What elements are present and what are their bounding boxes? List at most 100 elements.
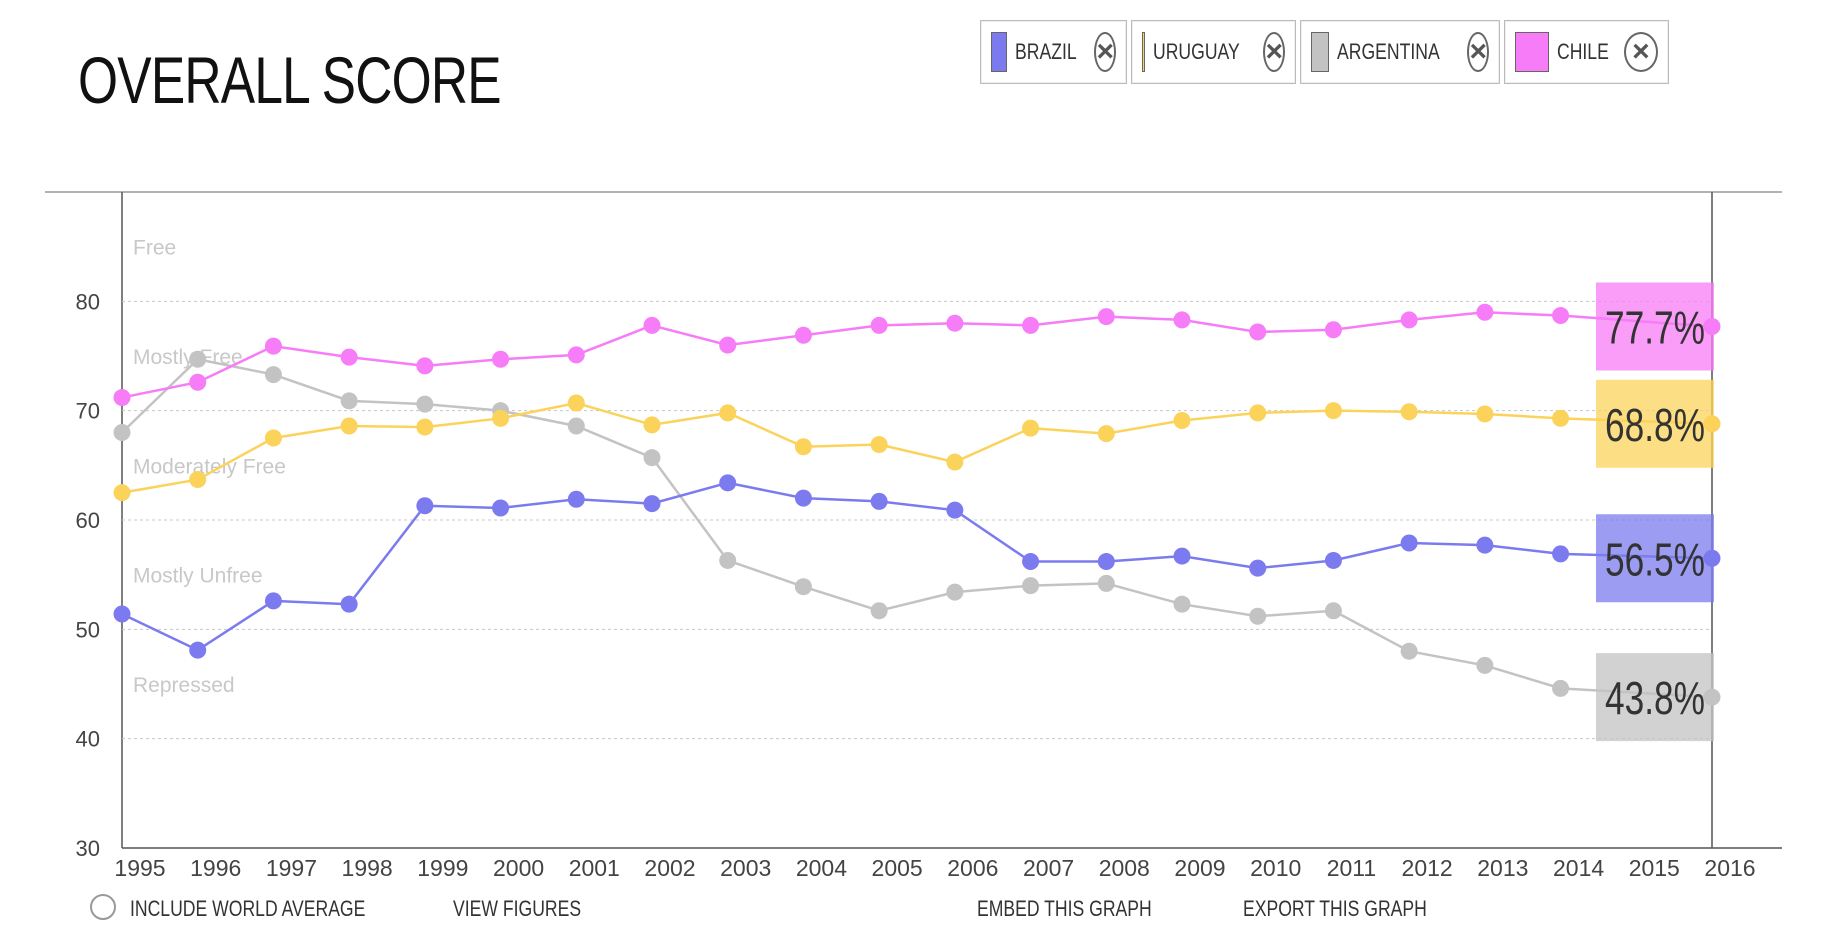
y-tick-label: 60 xyxy=(76,508,100,533)
data-point-chile xyxy=(264,337,282,355)
value-label-argentina: 43.8% xyxy=(1605,672,1705,724)
data-point-uruguay xyxy=(946,453,964,471)
data-point-brazil xyxy=(416,497,434,515)
data-point-argentina xyxy=(189,350,207,368)
data-point-argentina xyxy=(1324,602,1342,620)
data-point-argentina xyxy=(1097,574,1115,592)
x-tick-label: 2007 xyxy=(1023,855,1074,881)
data-point-uruguay xyxy=(340,417,358,435)
legend-item-argentina: ARGENTINA × xyxy=(1300,20,1500,84)
data-point-argentina xyxy=(946,583,964,601)
close-circle-icon[interactable]: × xyxy=(1467,32,1489,72)
data-point-chile xyxy=(1476,303,1494,321)
data-point-brazil xyxy=(870,492,888,510)
data-point-brazil xyxy=(946,501,964,519)
data-point-chile xyxy=(1022,316,1040,334)
embed-graph-link[interactable]: EMBED THIS GRAPH xyxy=(977,896,1152,921)
data-point-chile xyxy=(492,350,510,368)
close-circle-icon[interactable]: × xyxy=(1094,32,1116,72)
data-point-uruguay xyxy=(1552,409,1570,427)
data-point-brazil xyxy=(1476,536,1494,554)
x-tick-label: 1995 xyxy=(114,855,165,881)
include-world-average-radio[interactable] xyxy=(90,894,116,920)
data-point-uruguay xyxy=(1173,412,1191,430)
legend-label-argentina: ARGENTINA xyxy=(1337,39,1440,64)
x-tick-label: 1996 xyxy=(190,855,241,881)
y-tick-label: 80 xyxy=(76,289,100,314)
data-point-brazil xyxy=(643,495,661,513)
data-point-chile xyxy=(1097,308,1115,326)
data-point-uruguay xyxy=(264,429,282,447)
data-point-brazil xyxy=(492,499,510,517)
close-circle-icon[interactable]: × xyxy=(1263,32,1285,72)
x-tick-label: 1997 xyxy=(266,855,317,881)
series-line-uruguay xyxy=(121,401,1713,494)
legend: BRAZIL × URUGUAY × ARGENTINA × CHILE × xyxy=(980,20,1669,84)
data-point-uruguay xyxy=(492,409,510,427)
data-point-uruguay xyxy=(794,438,812,456)
data-point-brazil xyxy=(340,595,358,613)
close-circle-icon[interactable]: × xyxy=(1623,32,1658,72)
view-figures-link[interactable]: VIEW FIGURES xyxy=(453,896,582,921)
x-tick-label: 2003 xyxy=(720,855,771,881)
value-label-box-argentina xyxy=(1596,653,1714,742)
data-point-argentina xyxy=(1552,679,1570,697)
x-tick-label: 2016 xyxy=(1704,855,1755,881)
data-point-uruguay xyxy=(643,416,661,434)
x-tick-label: 2012 xyxy=(1402,855,1453,881)
legend-swatch-argentina xyxy=(1311,32,1330,72)
data-point-chile xyxy=(113,389,131,407)
data-point-brazil xyxy=(264,592,282,610)
x-tick-label: 2008 xyxy=(1099,855,1150,881)
data-point-chile xyxy=(340,348,358,366)
data-point-chile xyxy=(1324,321,1342,339)
data-point-chile xyxy=(643,316,661,334)
series-line-brazil xyxy=(121,481,1713,652)
data-point-chile xyxy=(567,346,585,364)
data-point-chile xyxy=(189,373,207,391)
x-tick-label: 2015 xyxy=(1629,855,1680,881)
data-point-argentina xyxy=(870,602,888,620)
data-point-chile xyxy=(1400,311,1418,329)
x-tick-label: 1998 xyxy=(342,855,393,881)
series-line-chile xyxy=(121,311,1713,399)
legend-item-chile: CHILE × xyxy=(1504,20,1669,84)
data-point-brazil xyxy=(113,605,131,623)
data-point-brazil xyxy=(189,641,207,659)
data-point-chile xyxy=(719,336,737,354)
data-point-uruguay xyxy=(1097,425,1115,443)
x-tick-label: 2014 xyxy=(1553,855,1604,881)
data-point-argentina xyxy=(643,449,661,467)
data-point-chile xyxy=(1552,307,1570,325)
band-label: Repressed xyxy=(133,674,235,697)
series-line-argentina xyxy=(121,357,1713,699)
data-point-uruguay xyxy=(1400,403,1418,421)
data-point-uruguay xyxy=(719,404,737,422)
value-label-brazil: 56.5% xyxy=(1605,533,1705,585)
value-label-box-brazil xyxy=(1596,514,1714,603)
export-graph-link[interactable]: EXPORT THIS GRAPH xyxy=(1243,896,1427,921)
x-tick-label: 2002 xyxy=(644,855,695,881)
data-point-argentina xyxy=(1022,577,1040,595)
data-point-chile xyxy=(1249,323,1267,341)
value-label-box-chile xyxy=(1596,282,1714,371)
legend-label-chile: CHILE xyxy=(1556,39,1609,64)
x-tick-label: 2006 xyxy=(947,855,998,881)
data-point-brazil xyxy=(1324,551,1342,569)
legend-swatch-brazil xyxy=(991,32,1008,72)
band-label: Mostly Unfree xyxy=(133,565,263,588)
include-world-average-label[interactable]: INCLUDE WORLD AVERAGE xyxy=(130,896,366,921)
value-label-uruguay: 68.8% xyxy=(1605,399,1705,451)
value-label-box-uruguay xyxy=(1596,379,1714,468)
band-label: Moderately Free xyxy=(133,455,286,478)
data-point-argentina xyxy=(794,578,812,596)
data-point-brazil xyxy=(1249,559,1267,577)
data-point-uruguay xyxy=(416,418,434,436)
legend-item-uruguay: URUGUAY × xyxy=(1131,20,1296,84)
data-point-chile xyxy=(416,357,434,375)
band-label: Free xyxy=(133,237,176,260)
data-point-brazil xyxy=(1552,545,1570,563)
legend-item-brazil: BRAZIL × xyxy=(980,20,1127,84)
data-point-uruguay xyxy=(1324,402,1342,420)
